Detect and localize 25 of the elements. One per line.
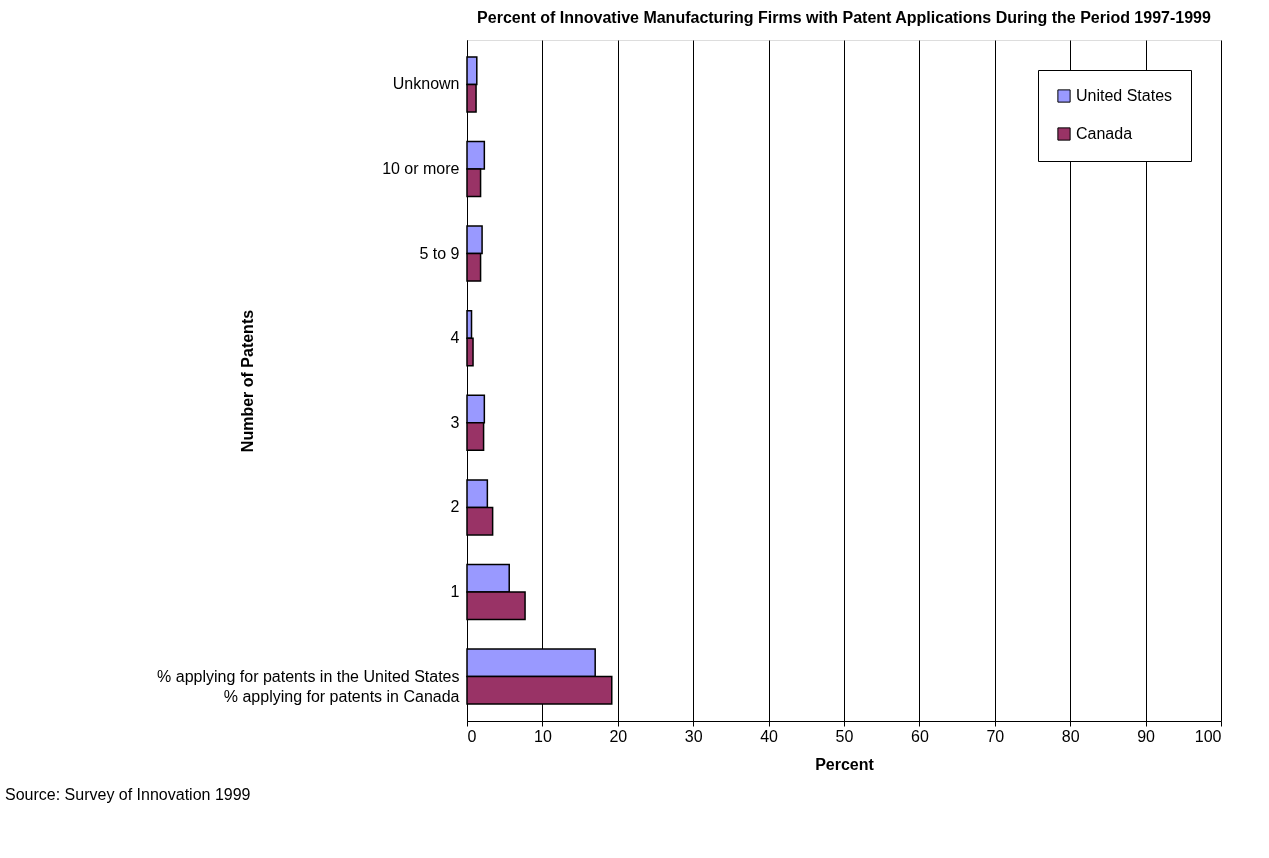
x-tick-label: 0 — [467, 727, 477, 745]
x-tick-label: 70 — [986, 727, 1005, 745]
x-tick-label: 10 — [534, 727, 552, 745]
chart-title: Percent of Innovative Manufacturing Firms with Patent Applications During the Period 1997-1999 — [477, 9, 1211, 26]
x-tick-label: 40 — [760, 727, 779, 745]
legend-label: Canada — [1076, 125, 1133, 142]
y-tick-label: 5 to 9 — [419, 244, 460, 262]
x-tick-label: 20 — [609, 727, 628, 745]
x-tick-label: 90 — [1137, 727, 1156, 745]
source-note: Source: Survey of Innovation 1999 — [5, 786, 251, 803]
y-axis-title: Number of Patents — [238, 309, 256, 453]
x-tick-label: 100 — [1194, 727, 1222, 745]
x-tick-label: 30 — [684, 727, 703, 745]
y-tick-label: 1 — [450, 582, 460, 600]
x-tick-label: 60 — [911, 727, 929, 745]
y-tick-label: 3 — [450, 413, 460, 431]
x-tick-label: 80 — [1061, 727, 1080, 745]
y-tick-label: 2 — [450, 498, 460, 516]
y-tick-label: 4 — [450, 329, 460, 347]
y-tick-label: Unknown — [392, 75, 460, 93]
legend-label: United States — [1076, 87, 1173, 104]
x-axis-title: Percent — [815, 755, 875, 773]
y-tick-label: 10 or more — [382, 160, 460, 178]
y-tick-label: % applying for patents in the United States % applying for patents in Canada — [157, 667, 460, 705]
x-tick-label: 50 — [835, 727, 854, 745]
